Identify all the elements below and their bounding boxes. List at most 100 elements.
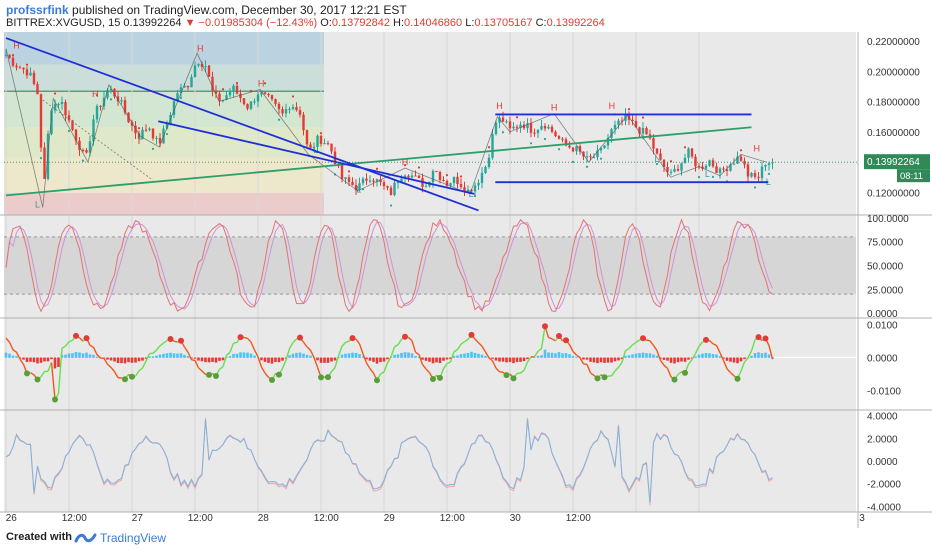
momentum-histogram-bar	[603, 357, 606, 363]
candle-body	[249, 101, 253, 109]
momentum-line-segment	[96, 354, 101, 359]
author-name[interactable]: profssrfink	[6, 3, 69, 17]
candle-body	[211, 76, 214, 91]
candle-body	[711, 160, 715, 167]
momentum-line-segment	[481, 345, 487, 353]
candle-body	[620, 120, 624, 122]
momentum-histogram-bar	[442, 357, 445, 361]
momentum-histogram-bar	[15, 356, 18, 358]
momentum-histogram-bar	[211, 357, 214, 362]
descending-channel-lower	[158, 120, 475, 195]
momentum-histogram-bar	[543, 349, 547, 358]
momentum-line-segment	[8, 341, 14, 351]
candle-body	[67, 115, 71, 121]
candle-body	[36, 84, 39, 95]
momentum-line-segment	[47, 362, 53, 372]
momentum-line-segment	[163, 340, 168, 344]
momentum-trough-dot	[206, 371, 212, 378]
signal-dot	[473, 194, 477, 198]
momentum-histogram-bar	[753, 353, 757, 358]
momentum-line-segment	[632, 341, 637, 346]
candle-body	[732, 163, 736, 165]
momentum-line-segment	[694, 345, 700, 354]
momentum-group	[4, 323, 774, 403]
momentum-histogram-bar	[477, 353, 480, 358]
momentum-histogram-bar	[200, 357, 204, 362]
candle-body	[445, 180, 449, 186]
momentum-histogram-bar	[179, 353, 183, 358]
momentum-trough-dot	[122, 376, 128, 383]
momentum-histogram-bar	[526, 357, 529, 360]
momentum-histogram-bar	[4, 352, 8, 358]
momentum-line-segment	[730, 372, 735, 377]
candle-body	[351, 181, 354, 186]
momentum-histogram-bar	[186, 356, 190, 358]
tradingview-brand[interactable]: TradingView	[100, 531, 167, 545]
time-axis-tick-label: 27	[132, 513, 144, 524]
high-marker: H	[754, 143, 761, 153]
candle-body	[53, 104, 57, 111]
momentum-histogram-bar	[428, 357, 431, 362]
momentum-line-segment	[250, 341, 256, 351]
candle-body	[557, 136, 561, 139]
signal-dot	[151, 147, 155, 151]
momentum-line-segment	[187, 351, 193, 361]
candle-body	[687, 148, 690, 158]
momentum-histogram-bar	[379, 357, 382, 363]
candle-body	[505, 121, 508, 123]
momentum-histogram-bar	[424, 357, 428, 361]
momentum-peak-dot	[402, 333, 408, 340]
candle-body	[274, 99, 277, 104]
candle-body	[606, 137, 610, 146]
momentum-histogram-bar	[309, 355, 312, 358]
momentum-line-segment	[610, 370, 616, 377]
last-price-label: 0.13992264	[867, 157, 920, 168]
momentum-histogram-bar	[347, 353, 351, 358]
signal-dot	[249, 89, 253, 93]
momentum-histogram-bar	[141, 357, 144, 361]
candle-body	[767, 163, 771, 165]
momentum-histogram-bar	[564, 353, 568, 358]
momentum-histogram-bar	[599, 357, 603, 363]
candle-body	[599, 148, 603, 151]
momentum-peak-dot	[167, 335, 174, 342]
signal-dot	[193, 74, 197, 78]
fib-zone-1	[4, 32, 324, 65]
ohlc-line: BITTREX:XVGUSD, 15 0.13992264 ▼ −0.01985…	[6, 17, 605, 29]
candle-body	[578, 146, 582, 152]
oscillator-axis-tick-label: -2.0000	[867, 480, 901, 491]
fib-zone-6	[4, 192, 324, 215]
momentum-line-segment	[264, 372, 270, 378]
candle-body	[141, 129, 144, 139]
candle-body	[673, 168, 676, 172]
momentum-line-segment	[183, 346, 189, 353]
candle-body	[473, 185, 477, 192]
momentum-line-segment	[576, 354, 581, 359]
candle-body	[746, 164, 750, 177]
momentum-line-segment	[355, 338, 361, 345]
momentum-line-segment	[201, 370, 206, 375]
price-axis-tick-label: 0.22000000	[867, 37, 920, 48]
momentum-histogram-bar	[571, 355, 575, 358]
signal-dot	[753, 186, 757, 189]
close-value: 0.13992264	[546, 17, 605, 29]
momentum-line-segment	[540, 326, 546, 349]
momentum-histogram-bar	[449, 357, 452, 360]
momentum-line-segment	[302, 341, 308, 348]
candle-body	[718, 168, 722, 173]
momentum-line-segment	[57, 348, 63, 394]
axis-background	[858, 32, 932, 512]
candle-body	[645, 128, 648, 135]
dashed-projection-line	[42, 99, 154, 181]
momentum-histogram-bar	[550, 352, 554, 358]
created-with-text: Created with	[6, 531, 73, 543]
momentum-line-segment	[337, 346, 343, 357]
candle-body	[99, 105, 102, 107]
momentum-line-segment	[61, 345, 66, 349]
chart-canvas[interactable]: HLHLHHLLHLHHHLLHL0.220000000.200000000.1…	[0, 0, 932, 528]
candle-body	[540, 126, 543, 130]
momentum-histogram-bar	[739, 357, 743, 362]
candle-body	[263, 92, 267, 94]
momentum-histogram-bar	[466, 352, 470, 358]
momentum-histogram-bar	[750, 355, 753, 358]
